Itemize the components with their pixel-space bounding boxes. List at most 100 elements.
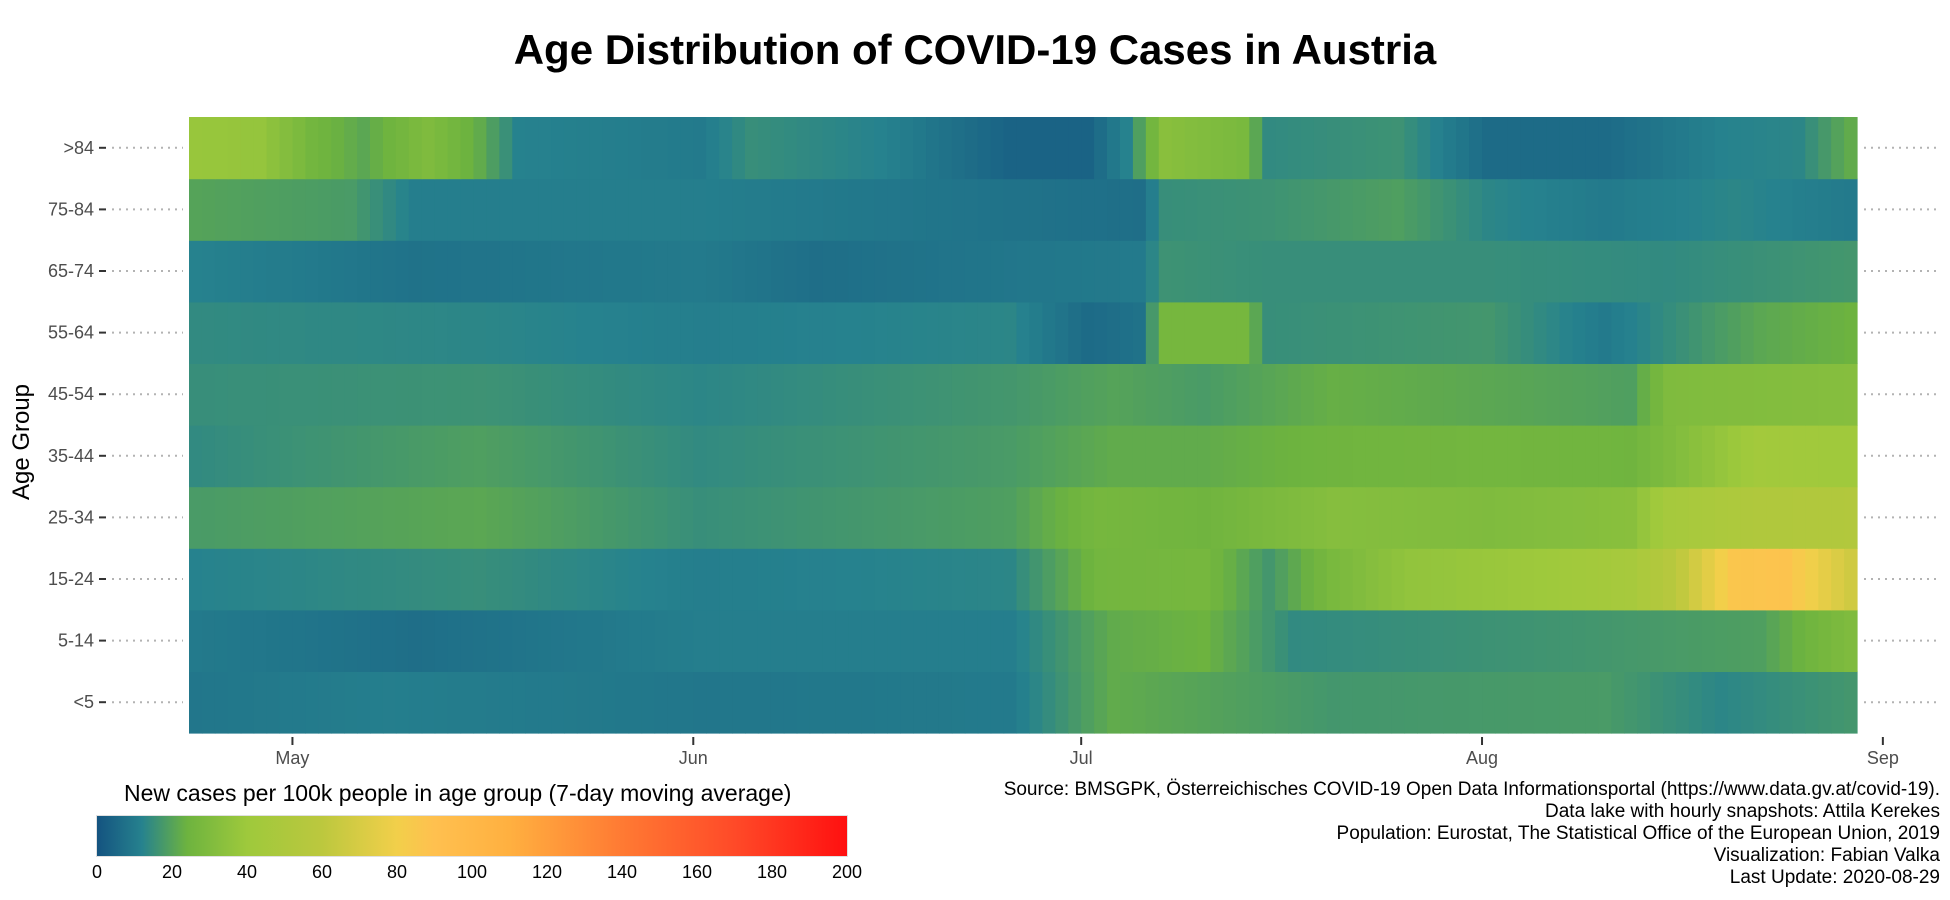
heatmap-cell [1714, 178, 1729, 241]
heatmap-cell [926, 609, 940, 672]
heatmap-cell [757, 609, 772, 672]
heatmap-cell [279, 301, 294, 364]
heatmap-cell [602, 178, 617, 241]
heatmap-cell [331, 178, 345, 241]
heatmap-cell [861, 425, 875, 488]
heatmap-cell [1236, 425, 1250, 488]
heatmap-cell [602, 609, 617, 672]
heatmap-cell [1378, 240, 1393, 303]
heatmap-cell [1404, 363, 1418, 426]
heatmap-cell [1611, 117, 1625, 180]
heatmap-cell [1844, 609, 1858, 672]
heatmap-cell [1482, 301, 1496, 364]
heatmap-cell [1818, 609, 1832, 672]
heatmap-cell [1507, 178, 1522, 241]
heatmap-cell [1831, 486, 1845, 549]
heatmap-cell [1430, 425, 1444, 488]
heatmap-cell [1339, 609, 1354, 672]
heatmap-cell [473, 117, 487, 180]
heatmap-cell [1145, 240, 1160, 303]
heatmap-cell [745, 363, 759, 426]
heatmap-cell [1572, 671, 1587, 734]
heatmap-cell [1430, 548, 1444, 611]
heatmap-cell [1352, 609, 1367, 672]
heatmap-cell [421, 301, 436, 364]
heatmap-cell [1520, 486, 1535, 549]
heatmap-cell [421, 178, 436, 241]
heatmap-cell [654, 486, 669, 549]
heatmap-cell [551, 117, 565, 180]
heatmap-cell [1740, 240, 1755, 303]
heatmap-cell [1197, 301, 1212, 364]
heatmap-cell [1171, 425, 1186, 488]
heatmap-cell [874, 486, 888, 549]
heatmap-cell [1288, 240, 1302, 303]
heatmap-cell [770, 301, 785, 364]
heatmap-cell [1042, 363, 1056, 426]
heatmap-cell [1805, 486, 1819, 549]
heatmap-cell [706, 548, 720, 611]
heatmap-cell [1701, 671, 1716, 734]
heatmap-cell [926, 240, 940, 303]
heatmap-cell [861, 240, 875, 303]
heatmap-cell [1132, 117, 1147, 180]
heatmap-cell [1404, 117, 1418, 180]
heatmap-cell [253, 486, 268, 549]
heatmap-cell [1650, 609, 1664, 672]
heatmap-cell [977, 609, 992, 672]
heatmap-cell [512, 363, 526, 426]
heatmap-cell [693, 486, 707, 549]
heatmap-cell [434, 117, 449, 180]
heatmap-cell [1365, 486, 1380, 549]
heatmap-cell [382, 117, 397, 180]
heatmap-cell [201, 425, 216, 488]
heatmap-cell [964, 548, 979, 611]
heatmap-cell [563, 425, 578, 488]
heatmap-cell [964, 363, 979, 426]
heatmap-cell [1313, 117, 1328, 180]
heatmap-cell [1779, 178, 1793, 241]
heatmap-cell [887, 548, 901, 611]
heatmap-cell [1585, 609, 1599, 672]
heatmap-cell [1417, 671, 1431, 734]
heatmap-cell [1313, 548, 1328, 611]
heatmap-cell [538, 486, 552, 549]
heatmap-cell [1753, 178, 1768, 241]
heatmap-cell [732, 178, 746, 241]
heatmap-cell [1016, 117, 1031, 180]
heatmap-cell [1727, 671, 1742, 734]
heatmap-cell [201, 178, 216, 241]
colorbar-tick-label: 40 [236, 862, 258, 882]
heatmap-cell [719, 486, 733, 549]
heatmap-cell [357, 425, 371, 488]
heatmap-cell [344, 363, 358, 426]
heatmap-cell [1779, 301, 1793, 364]
heatmap-cell [1714, 486, 1729, 549]
heatmap-cell [1055, 178, 1069, 241]
heatmap-cell [770, 425, 785, 488]
heatmap-cell [1456, 671, 1470, 734]
heatmap-cell [331, 425, 345, 488]
heatmap-cell [1029, 363, 1043, 426]
heatmap-cell [1430, 363, 1444, 426]
heatmap-cell [1624, 301, 1638, 364]
heatmap-cell [1637, 671, 1651, 734]
heatmap-cell [641, 486, 656, 549]
heatmap-cell [1275, 178, 1289, 241]
heatmap-cell [331, 486, 345, 549]
heatmap-cell [1779, 671, 1793, 734]
heatmap-cell [227, 117, 242, 180]
heatmap-cell [809, 117, 824, 180]
heatmap-cell [292, 363, 306, 426]
heatmap-cell [1482, 486, 1496, 549]
heatmap-cell [512, 486, 526, 549]
heatmap-cell [473, 486, 487, 549]
heatmap-cell [990, 301, 1005, 364]
heatmap-cell [1042, 117, 1056, 180]
heatmap-cell [214, 548, 229, 611]
heatmap-cell [227, 363, 242, 426]
heatmap-cell [1831, 609, 1845, 672]
heatmap-cell [900, 609, 914, 672]
heatmap-cell [201, 671, 216, 734]
